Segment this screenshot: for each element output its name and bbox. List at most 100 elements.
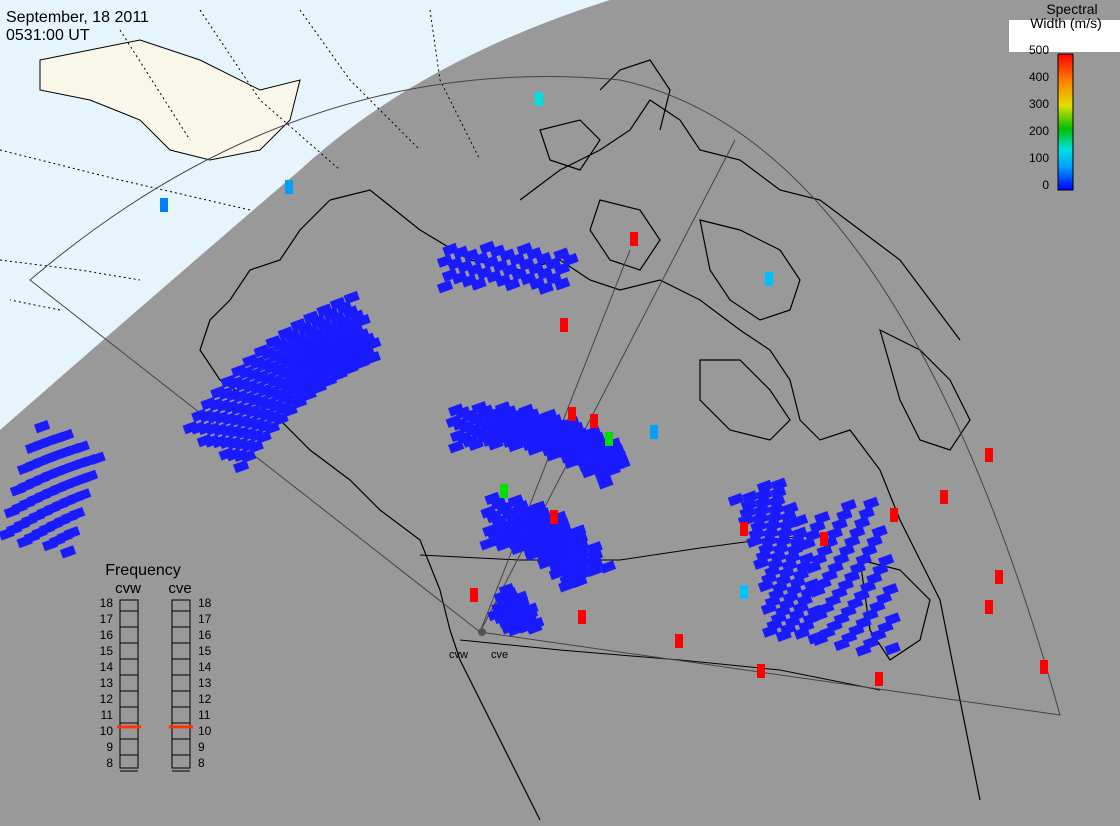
scatter-cell xyxy=(752,556,770,570)
frequency-marker-cve xyxy=(169,725,193,729)
scatter-cell xyxy=(585,563,603,578)
scatter-cell xyxy=(650,425,658,439)
frequency-tick-label: 17 xyxy=(198,612,212,626)
scatter-cell xyxy=(871,525,888,539)
frequency-tick-label: 10 xyxy=(100,724,114,738)
frequency-tick-label: 9 xyxy=(106,740,113,754)
color-bar-tick-label: 200 xyxy=(1029,124,1049,138)
scatter-cell xyxy=(504,277,521,292)
scatter-cell xyxy=(740,585,748,599)
scatter-cell xyxy=(75,488,92,502)
scatter-cell xyxy=(760,534,777,548)
scatter-cell xyxy=(550,510,558,524)
scatter-cell xyxy=(578,610,586,624)
scatter-cell xyxy=(890,508,898,522)
scatter-cell xyxy=(809,584,826,598)
frequency-tick-label: 14 xyxy=(100,660,114,674)
scatter-cell xyxy=(81,469,99,483)
time-label: 0531:00 UT xyxy=(6,27,90,44)
scatter-cell xyxy=(762,526,779,540)
scatter-cell xyxy=(436,280,454,294)
scatter-cell xyxy=(548,566,565,581)
scatter-cell xyxy=(69,507,86,521)
scatter-cell xyxy=(809,519,826,534)
frequency-tick-label: 12 xyxy=(198,692,212,706)
scatter-cell xyxy=(811,608,828,622)
scatter-cell xyxy=(833,637,850,652)
scatter-cell xyxy=(1040,660,1048,674)
scatter-cell xyxy=(814,511,831,525)
frequency-tick-label: 8 xyxy=(198,756,205,770)
frequency-column-cve xyxy=(171,599,191,769)
date-label: September, 18 2011 xyxy=(6,9,149,26)
frequency-radar-cve: cve xyxy=(168,580,191,597)
scatter-cell xyxy=(764,518,781,533)
scatter-cell xyxy=(878,553,895,568)
scatter-cell xyxy=(812,632,829,646)
scatter-cell xyxy=(233,459,250,474)
scatter-cell xyxy=(872,562,889,577)
frequency-panel: Frequency cvw cve 18 18 17 17 16 16 15 15 14 14 13… xyxy=(100,562,212,772)
scatter-cell xyxy=(862,496,880,510)
scatter-cell xyxy=(320,374,338,388)
frequency-tick-label: 18 xyxy=(100,596,114,610)
scatter-cell xyxy=(560,318,568,332)
frequency-tick-label: 11 xyxy=(101,708,114,722)
frequency-column-cvw xyxy=(119,599,139,769)
scatter-cell xyxy=(760,601,778,615)
scatter-cell xyxy=(820,532,828,546)
scatter-cell xyxy=(597,476,614,490)
scatter-cell xyxy=(826,526,844,541)
scatter-cell xyxy=(799,537,816,551)
scatter-cell xyxy=(342,361,359,375)
color-bar-tick-label: 300 xyxy=(1029,97,1049,111)
radar-scatter xyxy=(0,92,1048,686)
scatter-cell xyxy=(849,525,866,539)
scatter-cell xyxy=(757,579,775,593)
scatter-cell xyxy=(89,451,106,465)
scatter-cell xyxy=(779,518,796,532)
frequency-tick-label: 10 xyxy=(198,724,212,738)
radar-site-marker xyxy=(478,628,486,636)
scatter-cell xyxy=(537,281,554,295)
scatter-cell xyxy=(995,570,1003,584)
scatter-cell xyxy=(784,550,801,565)
scatter-cell xyxy=(354,314,371,328)
color-bar-tick-label: 400 xyxy=(1029,70,1049,84)
frequency-tick-label: 16 xyxy=(100,628,114,642)
frequency-tick-label: 13 xyxy=(100,676,114,690)
scatter-cell xyxy=(562,253,579,267)
scatter-cell xyxy=(59,545,77,559)
day-land xyxy=(39,39,301,161)
scatter-cell xyxy=(884,642,901,656)
scatter-cell xyxy=(675,634,683,648)
scatter-cell xyxy=(526,621,543,635)
scatter-cell xyxy=(331,367,348,381)
scatter-cell xyxy=(364,351,381,365)
scatter-cell xyxy=(985,448,993,462)
scatter-cell xyxy=(855,643,872,657)
color-bar-tick-label: 500 xyxy=(1029,43,1049,57)
scatter-cell xyxy=(614,457,631,471)
scatter-cell xyxy=(568,407,576,421)
scatter-cell xyxy=(774,534,792,548)
frequency-tick-label: 18 xyxy=(198,596,212,610)
scatter-cell xyxy=(240,449,257,464)
scatter-cell xyxy=(766,510,783,525)
color-bar: Spectral Width (m/s) 500 400 300 200 100 0 xyxy=(1009,1,1120,192)
frequency-tick-label: 14 xyxy=(198,660,212,674)
scatter-cell xyxy=(247,439,264,454)
scatter-cell xyxy=(57,428,75,443)
frequency-tick-label: 9 xyxy=(198,740,205,754)
color-bar-tick-label: 0 xyxy=(1042,178,1049,192)
scatter-cell xyxy=(554,277,571,291)
scatter-cell xyxy=(160,198,168,212)
scatter-cell xyxy=(343,290,360,305)
scatter-cell xyxy=(792,514,809,528)
scatter-cell xyxy=(599,560,617,574)
scatter-cell xyxy=(605,432,613,446)
scatter-cell xyxy=(535,92,543,106)
color-bar-title: Spectral xyxy=(1046,1,1097,17)
